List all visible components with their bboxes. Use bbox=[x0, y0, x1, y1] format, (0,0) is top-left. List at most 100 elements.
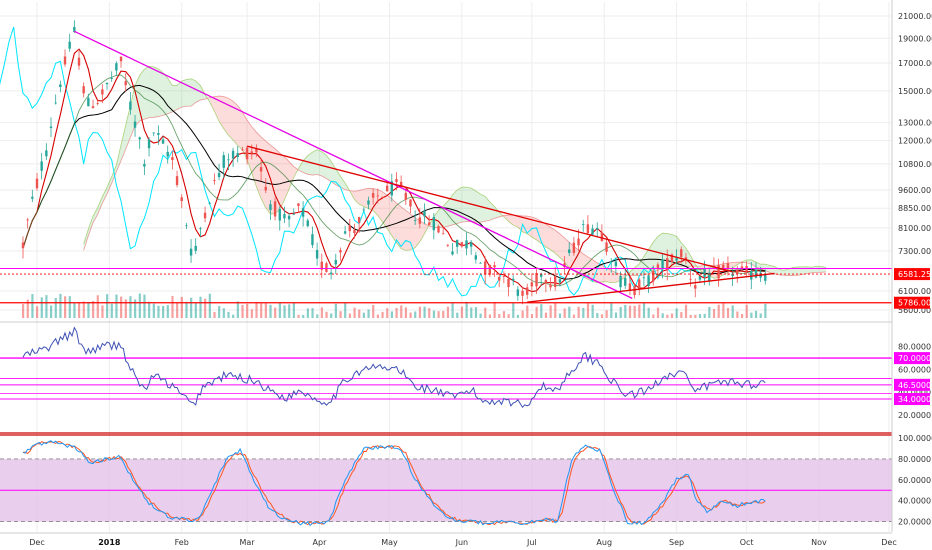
volume-bar bbox=[232, 314, 235, 318]
volume-bar bbox=[68, 296, 71, 318]
cloud-segment bbox=[601, 265, 607, 283]
volume-bar bbox=[64, 296, 67, 318]
cloud-segment bbox=[209, 96, 215, 112]
volume-bar bbox=[694, 314, 697, 318]
cloud-segment bbox=[354, 190, 360, 205]
candle-body bbox=[259, 167, 263, 172]
volume-bar bbox=[712, 308, 716, 318]
cloud-segment bbox=[578, 250, 584, 277]
candle-body bbox=[642, 277, 646, 279]
candle-body bbox=[474, 255, 478, 260]
last-price-badge: 6581.25 bbox=[898, 270, 931, 279]
cloud-segment bbox=[489, 201, 495, 221]
volume-bar bbox=[311, 308, 314, 318]
candle-body bbox=[105, 82, 109, 85]
candle-body bbox=[110, 77, 113, 79]
candle-body bbox=[311, 234, 314, 246]
candle-body bbox=[455, 239, 459, 247]
volume-bar bbox=[222, 308, 225, 318]
time-tick-label: 2018 bbox=[98, 538, 121, 547]
cloud-segment bbox=[653, 236, 658, 273]
candle-body bbox=[283, 214, 286, 219]
candle-body bbox=[568, 249, 571, 254]
volume-bar bbox=[638, 304, 641, 318]
candle-body bbox=[199, 228, 202, 230]
cloud-segment bbox=[163, 72, 168, 116]
volume-bar bbox=[512, 302, 515, 318]
rsi-tick-label: 40.0000 bbox=[898, 388, 931, 397]
time-tick-label: Feb bbox=[175, 538, 189, 547]
volume-bar bbox=[78, 302, 81, 318]
volume-bar bbox=[348, 313, 351, 318]
volume-bar bbox=[162, 305, 165, 318]
volume-bar bbox=[40, 297, 43, 318]
volume-bar bbox=[260, 303, 263, 318]
candle-body bbox=[628, 283, 632, 291]
candle-body bbox=[362, 209, 365, 211]
cloud-segment bbox=[816, 266, 822, 273]
volume-bar bbox=[568, 306, 571, 318]
candle-body bbox=[731, 273, 734, 277]
cloud-segment bbox=[186, 78, 192, 107]
cloud-segment bbox=[606, 267, 612, 283]
price-tick-label: 13000.00 bbox=[898, 119, 932, 128]
cloud-span-b-line bbox=[83, 95, 827, 277]
candle-body bbox=[469, 242, 473, 247]
candle-body bbox=[689, 278, 692, 280]
time-tick-label: Dec bbox=[29, 538, 44, 547]
volume-bar bbox=[101, 305, 104, 318]
candle-body bbox=[40, 161, 43, 171]
volume-bar bbox=[152, 303, 155, 318]
candle-body bbox=[49, 126, 53, 128]
candle-body bbox=[413, 220, 417, 221]
cloud-segment bbox=[261, 136, 266, 208]
cloud-segment bbox=[629, 267, 635, 276]
cloud-segment bbox=[573, 246, 579, 275]
price-tick-label: 19000.00 bbox=[898, 34, 932, 43]
volume-bar bbox=[45, 295, 48, 318]
volume-bar bbox=[652, 314, 655, 318]
volume-bar bbox=[274, 307, 277, 318]
time-tick-label: Nov bbox=[811, 538, 827, 547]
candle-body bbox=[558, 279, 562, 283]
candle-body bbox=[278, 208, 281, 221]
candle-body bbox=[591, 228, 594, 235]
volume-bar bbox=[376, 314, 379, 318]
cloud-segment bbox=[167, 78, 173, 114]
candle-body bbox=[157, 133, 160, 135]
candle-body bbox=[670, 254, 674, 263]
volume-bar bbox=[395, 307, 398, 318]
volume-bar bbox=[554, 302, 557, 318]
volume-bar bbox=[21, 304, 25, 318]
candle-body bbox=[507, 278, 510, 288]
volume-bar bbox=[689, 314, 692, 318]
volume-bar bbox=[465, 301, 468, 318]
volume-bar bbox=[418, 306, 422, 318]
candle-body bbox=[77, 57, 81, 66]
volume-bar bbox=[50, 305, 53, 318]
candle-body bbox=[138, 137, 141, 140]
candle-body bbox=[446, 244, 450, 246]
candle-body bbox=[554, 276, 557, 287]
cloud-segment bbox=[83, 229, 89, 251]
candle-body bbox=[698, 276, 702, 280]
rsi-level-badge-1: 46.5000 bbox=[898, 381, 931, 390]
price-tick-label: 21000.00 bbox=[898, 12, 932, 21]
volume-bar bbox=[143, 294, 146, 318]
candle-body bbox=[217, 172, 221, 178]
candle-body bbox=[521, 290, 524, 296]
volume-bar bbox=[488, 314, 492, 318]
cloud-segment bbox=[139, 69, 145, 121]
candle-body bbox=[26, 219, 29, 221]
volume-bar bbox=[148, 301, 151, 318]
cloud-segment bbox=[550, 227, 556, 254]
candle-body bbox=[530, 282, 534, 287]
volume-bar bbox=[656, 307, 660, 318]
volume-bar bbox=[596, 313, 599, 318]
volume-bar bbox=[661, 313, 664, 318]
candle-body bbox=[194, 245, 197, 251]
volume-bar bbox=[591, 304, 594, 318]
volume-bar bbox=[670, 313, 674, 318]
volume-bar bbox=[264, 302, 267, 318]
